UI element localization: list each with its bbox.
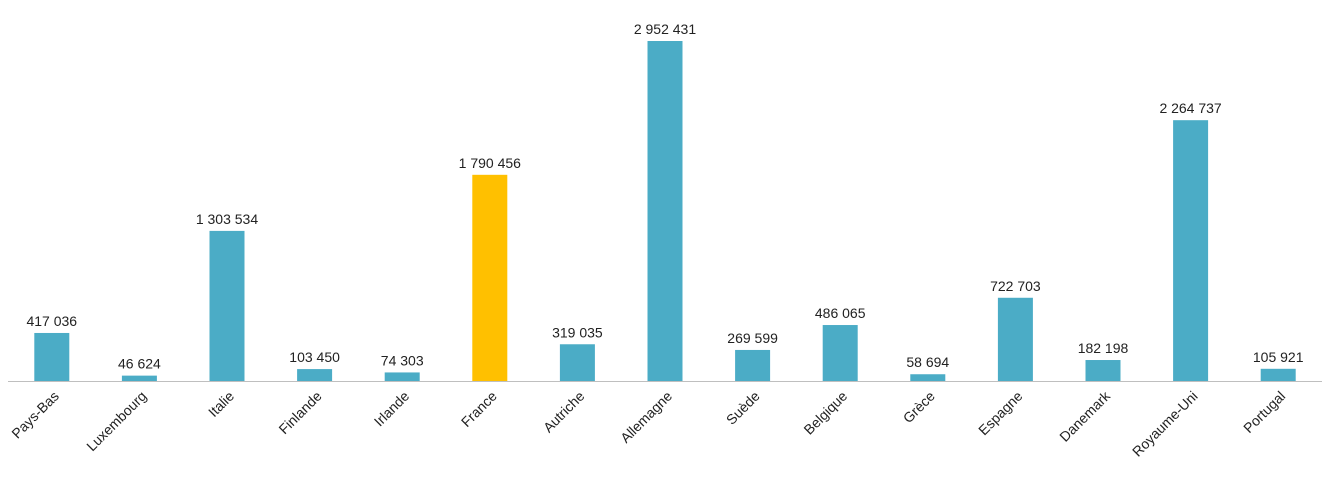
category-label-finlande: Finlande bbox=[275, 388, 324, 437]
value-label-grece: 58 694 bbox=[906, 354, 949, 370]
category-label-royaume-uni: Royaume-Uni bbox=[1129, 388, 1201, 460]
category-label-allemagne: Allemagne bbox=[617, 388, 675, 446]
bar-royaume-uni bbox=[1173, 120, 1209, 381]
bar-danemark bbox=[1085, 360, 1121, 381]
bar-espagne bbox=[997, 297, 1033, 381]
value-label-italie: 1 303 534 bbox=[196, 211, 258, 227]
category-labels-layer: Pays-Bas Luxembourg Italie Finlande Irlande F… bbox=[8, 387, 1288, 460]
bar-suede bbox=[735, 349, 771, 381]
value-label-suede: 269 599 bbox=[727, 330, 778, 346]
bar-italie bbox=[209, 230, 245, 381]
bar-irlande bbox=[384, 372, 420, 381]
value-label-finlande: 103 450 bbox=[289, 349, 340, 365]
bar-luxembourg bbox=[121, 375, 157, 381]
bar-france bbox=[472, 174, 508, 381]
category-label-irlande: Irlande bbox=[371, 388, 413, 430]
bar-finlande bbox=[297, 369, 333, 381]
bar-belgique bbox=[822, 325, 858, 381]
category-label-autriche: Autriche bbox=[540, 388, 588, 436]
value-label-royaume-uni: 2 264 737 bbox=[1159, 100, 1221, 116]
category-label-suede: Suède bbox=[723, 388, 763, 428]
category-label-italie: Italie bbox=[205, 388, 237, 420]
bar-allemagne bbox=[647, 41, 683, 381]
category-label-pays-bas: Pays-Bas bbox=[8, 388, 62, 442]
value-label-luxembourg: 46 624 bbox=[118, 356, 161, 372]
value-label-espagne: 722 703 bbox=[990, 278, 1041, 294]
value-label-irlande: 74 303 bbox=[381, 352, 424, 368]
bar-portugal bbox=[1260, 368, 1296, 381]
value-labels-layer: 417 036 46 624 1 303 534 103 450 74 303 1 790… bbox=[26, 21, 1303, 372]
value-label-autriche: 319 035 bbox=[552, 324, 603, 340]
category-label-espagne: Espagne bbox=[975, 388, 1026, 439]
category-label-grece: Grèce bbox=[900, 388, 938, 426]
category-label-danemark: Danemark bbox=[1056, 387, 1114, 445]
category-label-luxembourg: Luxembourg bbox=[83, 388, 149, 454]
bar-autriche bbox=[559, 344, 595, 381]
category-label-belgique: Belgique bbox=[800, 388, 850, 438]
value-label-france: 1 790 456 bbox=[459, 155, 521, 171]
value-label-allemagne: 2 952 431 bbox=[634, 21, 696, 37]
value-label-danemark: 182 198 bbox=[1078, 340, 1129, 356]
bar-grece bbox=[910, 374, 946, 381]
bars-layer bbox=[34, 41, 1296, 381]
bar-pays-bas bbox=[34, 332, 70, 381]
category-label-portugal: Portugal bbox=[1240, 388, 1288, 436]
value-label-portugal: 105 921 bbox=[1253, 349, 1304, 365]
category-label-france: France bbox=[458, 388, 500, 430]
value-label-belgique: 486 065 bbox=[815, 305, 866, 321]
value-label-pays-bas: 417 036 bbox=[26, 313, 77, 329]
